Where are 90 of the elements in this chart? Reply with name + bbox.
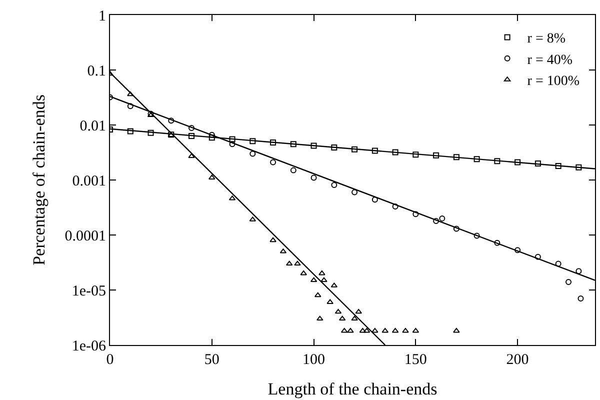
y-tick-label: 1e-06 — [72, 338, 106, 354]
point — [514, 247, 521, 254]
point — [382, 328, 388, 333]
point — [294, 260, 301, 266]
point — [359, 328, 366, 333]
point — [188, 153, 195, 158]
point — [286, 260, 293, 266]
point — [555, 162, 562, 169]
point — [320, 277, 328, 282]
point — [331, 182, 338, 188]
point — [168, 118, 174, 124]
point — [334, 308, 342, 314]
point — [290, 141, 296, 148]
point — [576, 164, 582, 170]
point — [270, 237, 276, 242]
point — [347, 328, 354, 333]
y-axis-title: Percentage of chain-ends — [29, 94, 48, 266]
point — [338, 316, 346, 321]
point — [318, 270, 326, 276]
x-tick-label: 0 — [106, 352, 114, 368]
point — [534, 254, 541, 260]
point — [433, 152, 440, 158]
point — [453, 328, 460, 333]
point — [208, 134, 215, 141]
y-tick-label: 1 — [98, 8, 106, 24]
point — [352, 189, 358, 196]
point — [127, 128, 134, 134]
point — [412, 211, 419, 218]
point — [188, 133, 195, 140]
y-tick-label: 0.01 — [80, 118, 106, 134]
point — [250, 150, 256, 157]
point — [316, 316, 324, 321]
point — [453, 226, 460, 232]
x-tick-label: 200 — [506, 352, 529, 368]
point — [392, 149, 398, 156]
point — [331, 144, 338, 150]
legend-label: r = 8% — [527, 32, 566, 47]
x-tick-label: 150 — [404, 352, 427, 368]
point — [229, 136, 236, 142]
point — [148, 130, 154, 136]
y-tick-label: 0.0001 — [64, 228, 106, 244]
point — [290, 167, 296, 174]
legend-label: r = 100% — [527, 74, 580, 90]
y-tick-label: 1e-05 — [72, 283, 106, 300]
point — [270, 159, 276, 166]
point — [372, 328, 378, 333]
point — [494, 240, 500, 246]
point — [474, 232, 480, 239]
point — [453, 154, 460, 160]
point — [576, 268, 582, 274]
point — [314, 292, 322, 298]
point — [126, 91, 134, 96]
point — [433, 218, 440, 224]
point — [514, 159, 521, 166]
x-tick-label: 100 — [302, 352, 326, 368]
point — [578, 296, 584, 302]
point — [355, 308, 362, 314]
point — [208, 174, 216, 180]
point — [351, 316, 358, 321]
point — [340, 328, 348, 333]
point — [372, 148, 378, 154]
point — [326, 299, 334, 304]
point — [402, 328, 409, 333]
point — [392, 328, 399, 333]
point — [534, 160, 541, 166]
point — [229, 141, 236, 148]
point — [300, 270, 307, 276]
point — [555, 260, 562, 267]
x-tick-label: 50 — [204, 352, 220, 368]
legend-label: r = 40% — [527, 52, 573, 68]
point — [439, 215, 446, 222]
point — [392, 203, 398, 210]
point — [494, 158, 500, 164]
point — [474, 156, 480, 162]
point — [127, 103, 134, 110]
point — [310, 174, 317, 181]
point — [310, 142, 317, 149]
point — [566, 278, 572, 285]
point — [270, 140, 276, 146]
point — [352, 146, 358, 152]
point — [372, 196, 378, 203]
y-tick-label: 0.1 — [87, 63, 106, 80]
point — [412, 328, 420, 333]
point — [412, 152, 419, 158]
point — [250, 138, 256, 144]
point — [310, 277, 318, 282]
y-tick-label: 0.001 — [72, 173, 106, 190]
x-axis-title: Length of the chain-ends — [268, 379, 438, 398]
point — [363, 328, 370, 333]
point — [188, 125, 195, 132]
